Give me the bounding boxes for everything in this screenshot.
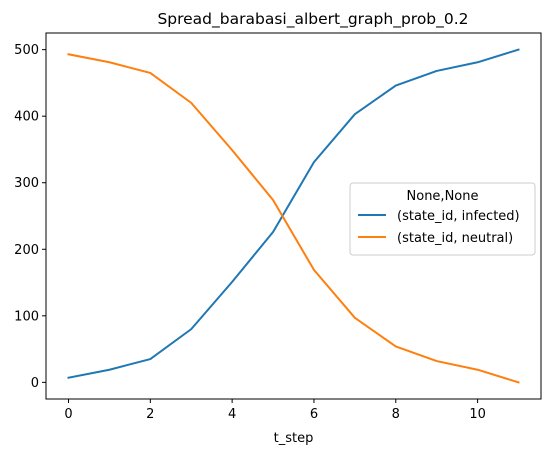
y-axis-ticks: 0 100 200 300 400 500 xyxy=(14,43,46,391)
series-line-state-id-infected xyxy=(67,48,520,379)
x-tick-label: 8 xyxy=(392,407,400,422)
x-axis-ticks: 0 2 4 6 8 10 xyxy=(64,399,486,422)
x-axis-label: t_step xyxy=(274,431,314,446)
y-tick-label: 500 xyxy=(14,43,39,58)
y-tick-label: 200 xyxy=(14,243,39,258)
y-tick-label: 0 xyxy=(31,376,39,391)
x-tick-label: 10 xyxy=(469,407,486,422)
legend-label-infected: (state_id, infected) xyxy=(397,209,520,224)
y-tick-label: 100 xyxy=(14,309,39,324)
chart-title: Spread_barabasi_albert_graph_prob_0.2 xyxy=(157,10,468,29)
plot-area-frame xyxy=(45,32,542,400)
legend-title: None,None xyxy=(407,189,479,204)
series-line-state-id-neutral xyxy=(67,53,520,384)
x-tick-label: 4 xyxy=(228,407,236,422)
y-tick-label: 300 xyxy=(14,176,39,191)
legend-box xyxy=(349,182,536,256)
x-tick-label: 6 xyxy=(310,407,318,422)
series-lines xyxy=(67,48,520,384)
legend-label-neutral: (state_id, neutral) xyxy=(397,231,513,246)
legend: None,None (state_id, infected) (state_id… xyxy=(349,182,536,256)
x-tick-label: 0 xyxy=(64,407,72,422)
x-tick-label: 2 xyxy=(146,407,154,422)
y-tick-label: 400 xyxy=(14,110,39,125)
